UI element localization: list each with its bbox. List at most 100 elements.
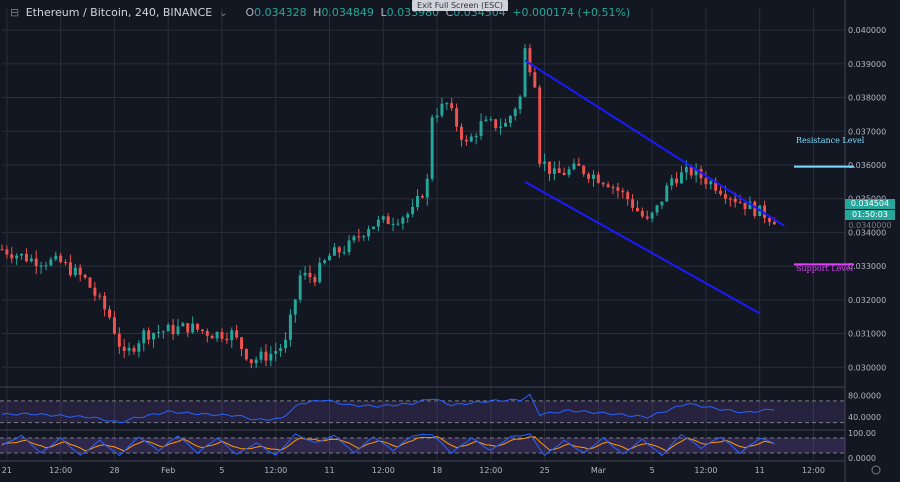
settings-gear-icon[interactable] [871,465,881,475]
candle-body [631,199,635,208]
y-tick-label: 0.033000 [848,262,886,271]
candle-body [396,223,400,225]
candle-body [533,72,537,88]
candle-body [391,223,395,225]
y-tick-label: 0.039000 [848,60,886,69]
candle-body [401,217,405,224]
candle-body [269,353,273,361]
candle-body [308,272,312,277]
candle-body [176,326,180,334]
x-tick-label: 28 [109,466,119,475]
candle-body [636,207,639,212]
chevron-down-icon[interactable]: ⌄ [218,6,228,19]
candle-body [592,174,595,179]
stoch-band [0,438,845,453]
candle-body [279,348,283,351]
candle-body [538,87,542,164]
support-label: Support Level [796,264,854,273]
candle-body [723,194,727,199]
candle-body [230,330,234,341]
candle-body [210,335,214,339]
x-tick-label: 12:00 [479,466,502,475]
candle-body [753,201,757,216]
candle-body [161,331,165,333]
candle-body [416,196,419,207]
candle-body [523,48,527,97]
high-value: 0.034849 [321,6,374,19]
candle-body [112,317,116,334]
candle-body [743,202,747,210]
x-tick-label: 12:00 [264,466,287,475]
candle-body [98,295,102,297]
candle-body [763,205,767,219]
candle-body [376,219,380,227]
close-label: C [445,6,454,19]
candle-body [626,192,630,200]
candle-body [621,190,625,193]
candle-body [298,275,302,300]
candle-body [665,185,669,202]
candle-body [381,216,385,220]
candle-body [44,265,48,267]
y-tick-label: 0.032000 [848,296,886,305]
candle-body [181,323,185,327]
candle-body [660,201,664,206]
candle-body [303,272,307,276]
candle-body [367,229,371,237]
candle-body [288,314,292,340]
open-value: 0.034328 [254,6,307,19]
candle-body [460,126,463,140]
candle-body [689,167,693,176]
candle-body [567,169,571,175]
candle-body [83,274,87,278]
candle-body [73,267,77,276]
y-tick-label: 0.038000 [848,94,886,103]
candle-body [714,181,718,191]
candle-body [254,359,258,364]
candle-body [34,258,38,267]
candle-body [445,103,449,105]
candle-body [675,178,679,184]
candle-body [655,205,659,213]
candle-body [645,216,649,219]
candle-body [64,262,68,264]
next-price-label: 0.0340000 [848,221,892,230]
candle-body [455,108,459,127]
low-label: L [380,6,387,19]
candle-body [347,240,351,253]
gear-icon[interactable]: ⊟ [10,6,20,19]
candle-body [337,247,341,253]
candle-body [117,333,121,347]
candle-body [767,218,771,222]
channel-upper-line [524,59,785,227]
candle-body [142,330,146,344]
y-tick-label: 0.040000 [848,26,886,35]
candle-body [650,212,654,219]
candle-body [318,262,322,283]
candle-body [513,109,517,117]
candle-body [469,136,473,142]
candle-body [357,236,361,238]
candle-body [528,48,532,73]
candle-body [264,351,268,361]
candle-body [406,213,410,218]
candle-body [39,265,43,267]
candle-body [670,178,674,186]
candle-body [259,351,263,360]
candle-body [684,167,688,173]
exit-fullscreen-button[interactable]: Exit Full Screen (ESC) [412,0,508,11]
rsi-tick-label: 80.0000 [848,391,881,400]
x-tick-label: Mar [591,466,607,475]
candle-body [474,136,478,138]
y-tick-label: 0.034000 [848,228,886,237]
high-label: H [313,6,322,19]
symbol-title[interactable]: Ethereum / Bitcoin, 240, BINANCE [25,6,213,19]
candle-body [601,182,605,185]
candle-body [694,168,698,176]
resistance-label: Resistance Level [796,136,865,145]
candle-body [440,103,444,116]
candle-body [29,258,33,262]
candle-body [166,324,170,332]
